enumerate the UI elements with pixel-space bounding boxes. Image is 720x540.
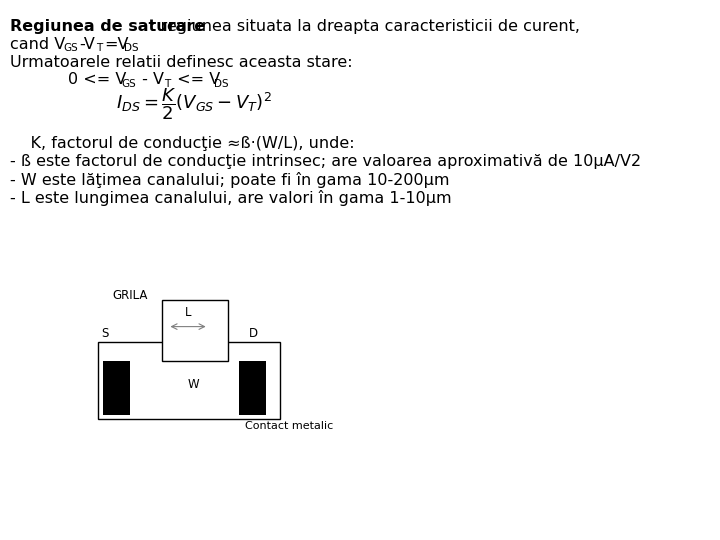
Text: GS: GS	[121, 79, 135, 89]
Text: - W este lăţimea canalului; poate fi în gama 10-200μm: - W este lăţimea canalului; poate fi în …	[10, 172, 449, 188]
Text: T: T	[96, 43, 103, 53]
Bar	[162, 300, 228, 361]
Text: S: S	[102, 327, 109, 340]
Text: : regiunea situata la dreapta caracteristicii de curent,: : regiunea situata la dreapta caracteris…	[150, 19, 580, 34]
Text: -V: -V	[79, 37, 95, 52]
Text: Urmatoarele relatii definesc aceasta stare:: Urmatoarele relatii definesc aceasta sta…	[10, 55, 353, 70]
Text: K, factorul de conducţie ≈ß·(W/L), unde:: K, factorul de conducţie ≈ß·(W/L), unde:	[10, 136, 355, 151]
Text: 0 <= V: 0 <= V	[68, 72, 127, 87]
Bar	[239, 361, 266, 415]
Text: - V: - V	[137, 72, 163, 87]
Text: Regiunea de saturare: Regiunea de saturare	[10, 19, 205, 34]
Text: T: T	[164, 79, 171, 89]
Text: L: L	[185, 306, 192, 319]
Text: $I_{DS} = \dfrac{K}{2}(V_{GS} - V_T)^2$: $I_{DS} = \dfrac{K}{2}(V_{GS} - V_T)^2$	[117, 86, 272, 122]
Bar	[103, 361, 130, 415]
Text: - L este lungimea canalului, are valori în gama 1-10μm: - L este lungimea canalului, are valori …	[10, 190, 451, 206]
Text: DS: DS	[124, 43, 138, 53]
Text: Contact metalic: Contact metalic	[245, 421, 333, 430]
Text: DS: DS	[214, 79, 228, 89]
Text: - ß este factorul de conducţie intrinsec; are valoarea aproximativă de 10μA/V2: - ß este factorul de conducţie intrinsec…	[10, 154, 642, 169]
Bar	[98, 342, 280, 419]
Text: D: D	[249, 327, 258, 340]
Text: W: W	[187, 378, 199, 391]
Text: =V: =V	[104, 37, 129, 52]
Text: <= V: <= V	[172, 72, 220, 87]
Text: GRILA: GRILA	[112, 289, 148, 302]
Text: cand V: cand V	[10, 37, 66, 52]
Text: GS: GS	[63, 43, 78, 53]
